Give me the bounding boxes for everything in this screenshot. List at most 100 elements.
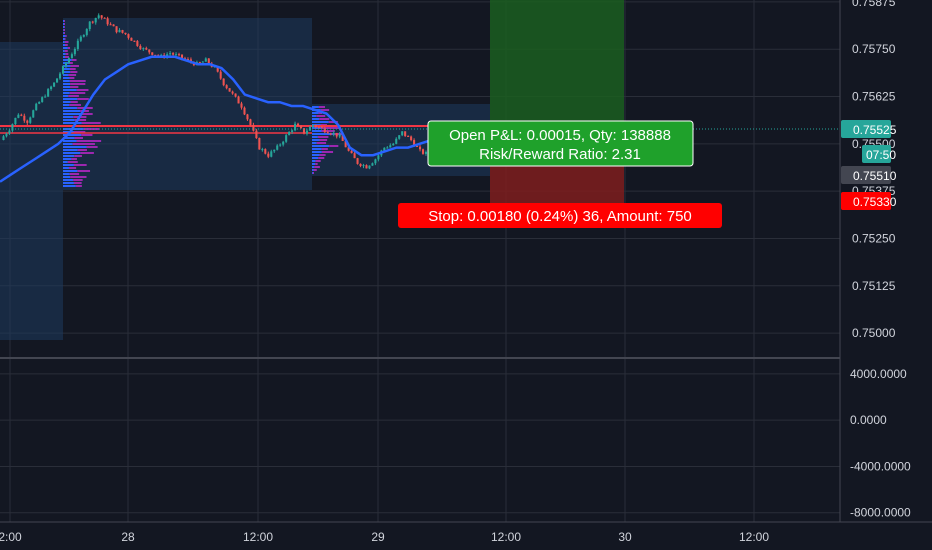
price-tick-label: 0.75875 (852, 0, 896, 9)
profile-bar-down (77, 170, 91, 172)
profile-bar-up (63, 83, 71, 85)
profile-bar-up (312, 166, 315, 168)
candle-body (180, 54, 184, 59)
volume-profile-box-2[interactable] (63, 18, 312, 190)
profile-bar-down (69, 86, 79, 88)
profile-bar-down (64, 38, 66, 40)
candle-body (216, 66, 219, 72)
profile-bar-up (312, 136, 318, 138)
candle-body (175, 54, 178, 56)
profile-bar-down (318, 112, 323, 114)
candle-body (326, 132, 329, 134)
stop-tooltip: Stop: 0.00180 (0.24%) 36, Amount: 750 (398, 203, 722, 228)
candle-body (282, 141, 285, 145)
profile-bar-up (312, 133, 333, 135)
profile-bar-up (312, 127, 322, 129)
profile-bar-down (65, 53, 69, 55)
candle-body (270, 151, 273, 157)
profile-bar-down (81, 134, 93, 136)
profile-bar-up (63, 56, 66, 58)
profile-bar-up (63, 77, 70, 79)
candle-body (401, 131, 404, 136)
profile-bar-up (63, 113, 82, 115)
price-tick-label: 0.75250 (852, 231, 896, 245)
indicator-axis[interactable]: 4000.0000 0.0000 -4000.0000 -8000.0000 (850, 367, 911, 520)
profile-bar-down (69, 104, 81, 106)
profile-bar-down (313, 169, 317, 171)
profile-bar-down (76, 89, 89, 91)
candle-body (53, 82, 56, 87)
candle-body (8, 130, 11, 134)
profile-bar-up (63, 86, 70, 88)
profile-bar-up (63, 44, 65, 46)
candle-body (207, 58, 210, 64)
price-axis[interactable]: 0.758750.757500.756250.755000.753750.752… (852, 0, 896, 340)
profile-bar-down (316, 115, 326, 117)
candle-body (359, 163, 362, 167)
profile-bar-down (317, 136, 329, 138)
candle-body (261, 149, 264, 151)
profile-bar-up (312, 148, 322, 150)
indicator-tick-label: -8000.0000 (850, 506, 911, 520)
candle-body (234, 93, 237, 97)
candle-body (100, 15, 103, 18)
profile-bar-up (63, 80, 70, 82)
candle-body (17, 114, 20, 118)
candle-body (329, 133, 332, 135)
candle-body (64, 63, 68, 67)
candle-body (395, 138, 398, 144)
profile-bar-down (71, 59, 77, 61)
candle-body (14, 117, 17, 125)
profile-bar-up (312, 154, 320, 156)
candle-body (204, 58, 207, 62)
profile-bar-up (63, 158, 72, 160)
profile-bar-up (312, 163, 316, 165)
candle-body (344, 140, 347, 148)
candle-body (314, 125, 317, 128)
profile-bar-up (63, 179, 74, 181)
candle-body (5, 133, 8, 137)
candle-body (404, 131, 407, 136)
candle-body (291, 130, 294, 132)
candle-body (421, 149, 425, 154)
candle-body (347, 147, 350, 151)
profit-zone[interactable] (490, 0, 624, 130)
candle-body (279, 144, 282, 146)
profile-bar-up (63, 137, 75, 139)
candle-body (121, 30, 124, 33)
profile-bar-down (77, 149, 87, 151)
candle-body (38, 101, 41, 104)
profile-bar-down (64, 44, 68, 46)
profile-bar-down (69, 68, 76, 70)
candle-body (198, 62, 201, 64)
candle-body (255, 130, 258, 139)
candle-body (47, 89, 50, 97)
candle-body (35, 103, 38, 111)
profile-bar-down (67, 161, 78, 163)
candle-body (320, 127, 323, 129)
candle-body (76, 40, 79, 49)
profile-bar-down (76, 140, 102, 142)
profile-bar-up (63, 20, 65, 22)
profile-bar-down (73, 164, 87, 166)
time-axis[interactable]: 2:00 28 12:00 29 12:00 30 12:00 (0, 530, 769, 544)
profile-bar-down (70, 176, 87, 178)
profile-bar-down (70, 101, 78, 103)
candle-body (112, 24, 115, 27)
candle-body (133, 40, 136, 42)
profile-bar-down (72, 143, 95, 145)
profile-bar-up (63, 26, 65, 28)
candle-body (130, 37, 133, 41)
profile-bar-up (312, 130, 322, 132)
profile-bar-up (63, 146, 87, 148)
time-tick-label: 12:00 (491, 530, 521, 544)
candle-body (231, 91, 234, 94)
profile-bar-up (63, 149, 78, 151)
price-tick-label: 0.75625 (852, 90, 896, 104)
profile-bar-up (63, 47, 68, 49)
time-tick-label: 12:00 (739, 530, 769, 544)
profile-bar-up (312, 160, 316, 162)
volume-profile-box-1[interactable] (0, 42, 63, 340)
candle-body (154, 54, 157, 56)
